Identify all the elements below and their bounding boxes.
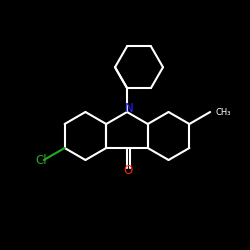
Text: Cl: Cl [35,154,47,166]
Text: N: N [124,102,134,116]
Text: O: O [124,164,132,177]
Text: CH₃: CH₃ [215,108,231,116]
